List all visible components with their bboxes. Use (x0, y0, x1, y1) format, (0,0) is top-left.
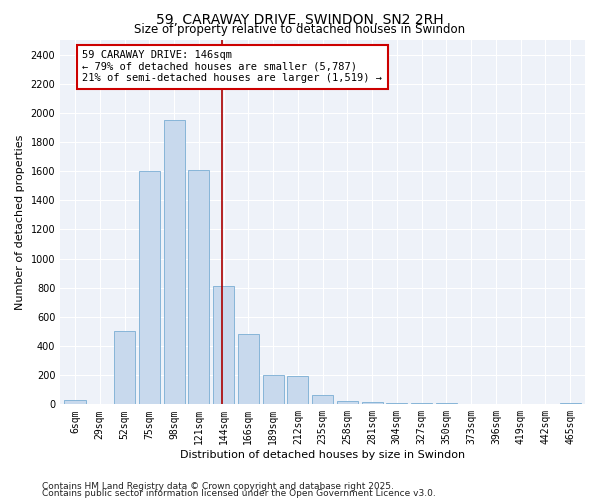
Bar (263, 375, 284, 404)
Bar (139, 171, 160, 404)
Text: Contains public sector information licensed under the Open Government Licence v3: Contains public sector information licen… (42, 490, 436, 498)
Text: Size of property relative to detached houses in Swindon: Size of property relative to detached ho… (134, 22, 466, 36)
Bar (164, 120, 185, 405)
Bar (64, 400, 86, 404)
Bar (362, 402, 383, 404)
Bar (287, 376, 308, 404)
Bar (436, 403, 457, 404)
Bar (312, 395, 333, 404)
Bar (188, 170, 209, 404)
Bar (560, 403, 581, 404)
Text: 59 CARAWAY DRIVE: 146sqm
← 79% of detached houses are smaller (5,787)
21% of sem: 59 CARAWAY DRIVE: 146sqm ← 79% of detach… (82, 50, 382, 84)
Bar (337, 400, 358, 404)
X-axis label: Distribution of detached houses by size in Swindon: Distribution of detached houses by size … (180, 450, 465, 460)
Bar (213, 286, 234, 405)
Text: Contains HM Land Registry data © Crown copyright and database right 2025.: Contains HM Land Registry data © Crown c… (42, 482, 394, 491)
Bar (114, 332, 135, 404)
Bar (411, 403, 432, 404)
Y-axis label: Number of detached properties: Number of detached properties (15, 134, 25, 310)
Text: 59, CARAWAY DRIVE, SWINDON, SN2 2RH: 59, CARAWAY DRIVE, SWINDON, SN2 2RH (156, 12, 444, 26)
Bar (238, 334, 259, 404)
Bar (386, 402, 407, 404)
